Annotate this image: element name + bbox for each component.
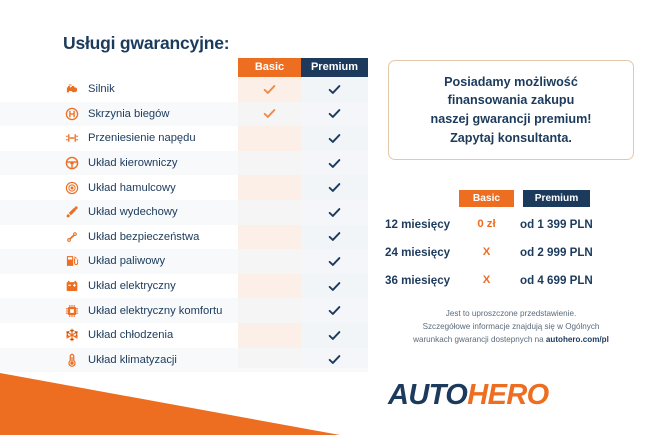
warranty-cell-premium xyxy=(301,200,368,225)
seatbelt-icon xyxy=(64,229,79,244)
warranty-item-label: Układ kierowniczy xyxy=(88,157,178,170)
thermometer-icon xyxy=(64,352,79,367)
warranty-item-label: Układ bezpieczeństwa xyxy=(88,230,200,243)
warranty-item-label: Przeniesienie napędu xyxy=(88,132,196,145)
table-row: Układ bezpieczeństwa xyxy=(0,225,368,250)
brake-disc-icon xyxy=(64,180,79,195)
warranty-cell-premium xyxy=(301,175,368,200)
price-column-header-basic: Basic xyxy=(459,190,514,207)
table-row: Układ paliwowy xyxy=(0,249,368,274)
table-row: Układ wydechowy xyxy=(0,199,368,225)
snowflake-icon xyxy=(64,328,79,343)
fineprint-disclaimer: Jest to uproszczone przedstawienie. Szcz… xyxy=(376,307,646,346)
steering-wheel-icon xyxy=(64,156,79,171)
financing-callout-text: Posiadamy możliwość finansowania zakupu na… xyxy=(425,73,598,148)
fineprint-line-1: Jest to uproszczone przedstawienie. xyxy=(445,309,577,318)
table-row: Układ elektryczny komfortu xyxy=(0,298,368,323)
fineprint-line-3: warunkach gwarancji dostepnych na autohe… xyxy=(376,333,646,346)
table-row: Skrzynia biegów xyxy=(0,101,368,127)
price-value-premium: od 1 399 PLN xyxy=(520,217,593,231)
warranty-cell-basic xyxy=(238,151,301,176)
warranty-cell-premium xyxy=(301,323,368,348)
table-row: Silnik xyxy=(0,77,368,102)
warranty-cell-basic xyxy=(238,175,301,200)
table-row: Przeniesienie napędu xyxy=(0,126,368,151)
financing-callout-line-2: finansowania zakupu xyxy=(447,93,575,108)
table-row: Układ kierowniczy xyxy=(0,150,368,176)
warranty-item-label: Układ elektryczny komfortu xyxy=(88,304,223,317)
logo-text-hero: HERO xyxy=(467,379,549,411)
price-term-label: 12 miesięcy xyxy=(385,217,451,231)
fineprint-line-3-prefix: warunkach gwarancji dostepnych na xyxy=(413,335,546,345)
warranty-cell-premium xyxy=(301,126,368,151)
price-column-header-premium: Premium xyxy=(523,190,590,207)
warranty-cell-basic xyxy=(238,348,301,373)
warranty-item-label: Układ chłodzenia xyxy=(88,329,174,342)
autohero-website-link[interactable]: autohero.com/pl xyxy=(545,335,609,345)
warranty-item-label: Układ elektryczny xyxy=(88,280,176,293)
fineprint-line-2: Szczegółowe informacje znajdują się w Og… xyxy=(422,322,600,332)
driveshaft-icon xyxy=(64,131,79,146)
warranty-row-list: Silnik Skrzynia biegów Przeniesienie nap… xyxy=(0,77,368,373)
warranty-cell-premium xyxy=(301,298,368,323)
table-row: Układ elektryczny xyxy=(0,274,368,299)
warranty-item-label: Układ paliwowy xyxy=(88,255,166,268)
warranty-cell-premium xyxy=(301,77,368,102)
price-value-basic: X xyxy=(482,274,491,286)
warranty-item-label: Silnik xyxy=(88,83,115,96)
warranty-cell-basic xyxy=(238,77,301,102)
warranty-item-label: Układ wydechowy xyxy=(88,206,178,219)
warranty-cell-basic xyxy=(238,126,301,151)
warranty-cell-basic xyxy=(238,249,301,274)
financing-callout-line-1: Posiadamy możliwość xyxy=(444,74,578,89)
warranty-cell-premium xyxy=(301,348,368,373)
price-value-basic: X xyxy=(482,246,491,258)
warranty-cell-premium xyxy=(301,225,368,250)
warranty-column-header-basic: Basic xyxy=(238,58,301,77)
price-term-label: 36 miesięcy xyxy=(385,273,451,287)
financing-callout-line-4: Zapytaj konsultanta. xyxy=(450,130,572,145)
financing-panel: Posiadamy możliwość finansowania zakupu na… xyxy=(368,0,654,435)
price-value-premium: od 2 999 PLN xyxy=(520,245,593,259)
warranty-cell-basic xyxy=(238,200,301,225)
warranty-cell-premium xyxy=(301,151,368,176)
page-title: Usługi gwarancyjne: xyxy=(63,33,230,53)
warranty-cell-basic xyxy=(238,225,301,250)
engine-icon xyxy=(64,82,79,97)
price-value-premium: od 4 699 PLN xyxy=(520,273,593,287)
warranty-cell-basic xyxy=(238,102,301,127)
warranty-item-label: Układ klimatyzacji xyxy=(88,353,177,366)
warranty-item-label: Skrzynia biegów xyxy=(88,107,170,120)
chip-icon xyxy=(64,303,79,318)
price-term-label: 24 miesięcy xyxy=(385,245,451,259)
table-row: Układ hamulcowy xyxy=(0,175,368,200)
battery-icon xyxy=(64,279,79,294)
warranty-services-panel: Usługi gwarancyjne: Basic Premium Silnik… xyxy=(0,33,368,373)
exhaust-icon xyxy=(64,205,79,220)
warranty-cell-basic xyxy=(238,298,301,323)
financing-callout-box: Posiadamy możliwość finansowania zakupu na… xyxy=(388,60,634,160)
orange-diagonal-wedge xyxy=(0,373,340,435)
warranty-cell-premium xyxy=(301,249,368,274)
warranty-cell-basic xyxy=(238,274,301,299)
warranty-cell-premium xyxy=(301,102,368,127)
warranty-cell-basic xyxy=(238,323,301,348)
fuel-pump-icon xyxy=(64,254,79,269)
warranty-column-header-premium: Premium xyxy=(301,58,368,77)
price-value-basic: 0 zł xyxy=(477,218,496,230)
price-row: 12 miesięcy 0 zł od 1 399 PLN xyxy=(368,210,654,238)
table-row: Układ chłodzenia xyxy=(0,323,368,348)
warranty-cell-premium xyxy=(301,274,368,299)
financing-callout-line-3: naszej gwarancji premium! xyxy=(430,112,592,126)
table-row: Układ klimatyzacji xyxy=(0,347,368,373)
gearbox-icon xyxy=(64,106,79,121)
autohero-logo: AUTOHERO xyxy=(388,379,549,412)
logo-text-auto: AUTO xyxy=(388,379,468,411)
warranty-item-label: Układ hamulcowy xyxy=(88,181,176,194)
